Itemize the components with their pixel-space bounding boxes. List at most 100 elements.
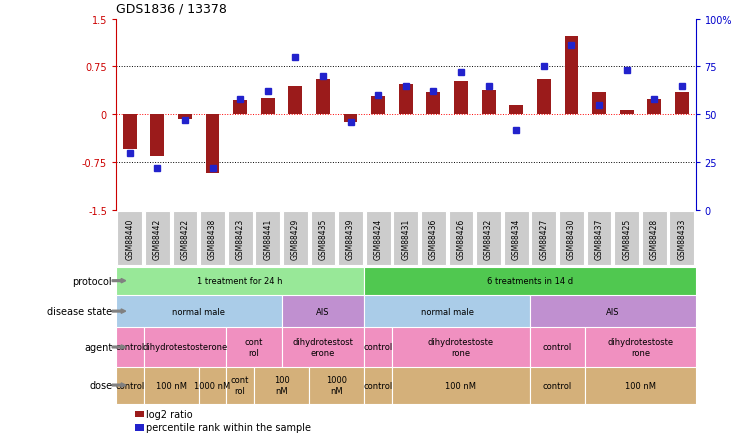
FancyBboxPatch shape — [504, 212, 529, 266]
FancyBboxPatch shape — [530, 295, 696, 328]
Text: GSM88433: GSM88433 — [678, 218, 687, 260]
FancyBboxPatch shape — [281, 295, 364, 328]
Text: normal male: normal male — [420, 307, 473, 316]
Text: dihydrotestost
erone: dihydrotestost erone — [292, 338, 353, 357]
Bar — [123, 115, 137, 150]
Text: log2 ratio: log2 ratio — [146, 410, 192, 419]
FancyBboxPatch shape — [117, 212, 142, 266]
Bar — [509, 106, 523, 115]
FancyBboxPatch shape — [200, 212, 225, 266]
FancyBboxPatch shape — [393, 212, 418, 266]
Text: control: control — [543, 381, 572, 390]
FancyBboxPatch shape — [310, 212, 335, 266]
FancyBboxPatch shape — [116, 267, 364, 295]
Text: dose: dose — [89, 380, 112, 390]
Text: GSM88434: GSM88434 — [512, 218, 521, 260]
Text: AIS: AIS — [316, 307, 330, 316]
Text: 100 nM: 100 nM — [156, 381, 187, 390]
FancyBboxPatch shape — [255, 212, 280, 266]
Text: GSM88437: GSM88437 — [595, 218, 604, 260]
Text: GSM88439: GSM88439 — [346, 218, 355, 260]
Text: control: control — [364, 343, 393, 352]
Text: GSM88422: GSM88422 — [180, 218, 189, 259]
Bar — [150, 115, 165, 156]
FancyBboxPatch shape — [476, 212, 501, 266]
Text: normal male: normal male — [172, 307, 225, 316]
Text: control: control — [115, 381, 144, 390]
Text: GSM88435: GSM88435 — [319, 218, 328, 260]
FancyBboxPatch shape — [116, 295, 281, 328]
Text: AIS: AIS — [606, 307, 619, 316]
Text: 6 treatments in 14 d: 6 treatments in 14 d — [487, 276, 573, 286]
Bar — [454, 82, 468, 115]
FancyBboxPatch shape — [559, 212, 584, 266]
FancyBboxPatch shape — [144, 367, 199, 404]
Text: 100 nM: 100 nM — [446, 381, 476, 390]
Text: GDS1836 / 13378: GDS1836 / 13378 — [116, 2, 227, 15]
Text: 100 nM: 100 nM — [625, 381, 656, 390]
FancyBboxPatch shape — [199, 367, 227, 404]
Text: protocol: protocol — [73, 276, 112, 286]
FancyBboxPatch shape — [421, 212, 446, 266]
Text: GSM88431: GSM88431 — [401, 218, 411, 259]
Text: GSM88430: GSM88430 — [567, 218, 576, 260]
Text: GSM88436: GSM88436 — [429, 218, 438, 260]
FancyBboxPatch shape — [254, 367, 309, 404]
FancyBboxPatch shape — [449, 212, 473, 266]
Bar — [371, 97, 385, 115]
Text: 100
nM: 100 nM — [274, 375, 289, 395]
FancyBboxPatch shape — [116, 328, 144, 367]
Bar — [399, 85, 413, 115]
Bar — [233, 101, 247, 115]
Text: dihydrotestosterone: dihydrotestosterone — [142, 343, 227, 352]
FancyBboxPatch shape — [309, 367, 364, 404]
FancyBboxPatch shape — [614, 212, 639, 266]
FancyBboxPatch shape — [364, 367, 392, 404]
FancyBboxPatch shape — [364, 267, 696, 295]
Text: disease state: disease state — [47, 306, 112, 316]
Text: GSM88424: GSM88424 — [374, 218, 383, 259]
FancyBboxPatch shape — [392, 328, 530, 367]
Text: agent: agent — [84, 342, 112, 352]
Text: 1000 nM: 1000 nM — [194, 381, 230, 390]
Text: control: control — [115, 343, 144, 352]
FancyBboxPatch shape — [585, 367, 696, 404]
FancyBboxPatch shape — [531, 212, 557, 266]
Bar — [316, 79, 330, 115]
Text: 1 treatment for 24 h: 1 treatment for 24 h — [197, 276, 283, 286]
Text: GSM88440: GSM88440 — [125, 218, 134, 260]
Bar — [592, 93, 606, 115]
FancyBboxPatch shape — [585, 328, 696, 367]
Text: GSM88442: GSM88442 — [153, 218, 162, 259]
FancyBboxPatch shape — [173, 212, 197, 266]
FancyBboxPatch shape — [116, 367, 144, 404]
Text: GSM88441: GSM88441 — [263, 218, 272, 259]
Text: GSM88425: GSM88425 — [622, 218, 631, 259]
FancyBboxPatch shape — [227, 328, 281, 367]
Text: dihydrotestoste
rone: dihydrotestoste rone — [428, 338, 494, 357]
FancyBboxPatch shape — [145, 212, 170, 266]
Bar — [565, 37, 578, 115]
FancyBboxPatch shape — [530, 367, 585, 404]
FancyBboxPatch shape — [586, 212, 611, 266]
Bar — [675, 93, 689, 115]
Text: dihydrotestoste
rone: dihydrotestoste rone — [607, 338, 673, 357]
Bar — [178, 115, 191, 120]
Text: control: control — [543, 343, 572, 352]
Text: GSM88428: GSM88428 — [650, 218, 659, 259]
Bar — [537, 79, 551, 115]
Text: control: control — [364, 381, 393, 390]
Text: 1000
nM: 1000 nM — [326, 375, 347, 395]
Text: GSM88432: GSM88432 — [484, 218, 493, 259]
Bar — [261, 99, 275, 115]
FancyBboxPatch shape — [144, 328, 227, 367]
FancyBboxPatch shape — [338, 212, 363, 266]
FancyBboxPatch shape — [366, 212, 390, 266]
FancyBboxPatch shape — [227, 367, 254, 404]
Text: GSM88438: GSM88438 — [208, 218, 217, 259]
Text: cont
rol: cont rol — [231, 375, 249, 395]
Bar — [647, 100, 661, 115]
FancyBboxPatch shape — [530, 328, 585, 367]
FancyBboxPatch shape — [283, 212, 307, 266]
Text: GSM88426: GSM88426 — [456, 218, 465, 259]
